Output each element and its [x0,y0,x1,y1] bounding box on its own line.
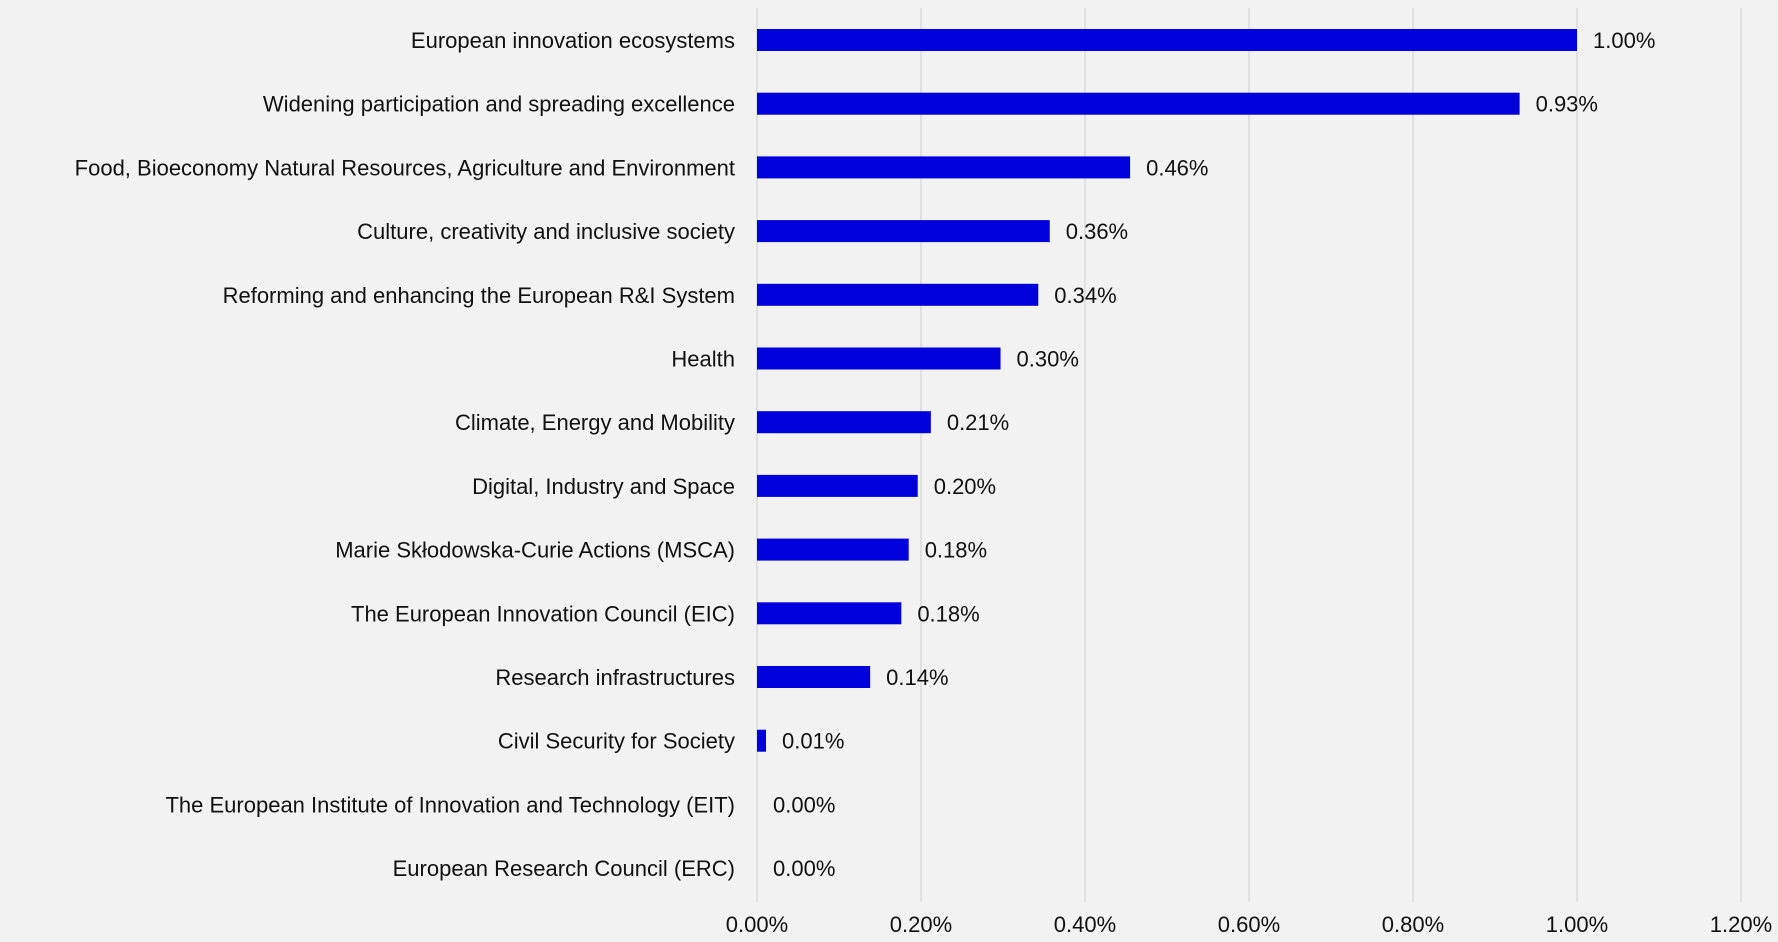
category-label: Reforming and enhancing the European R&I… [223,283,735,308]
data-label: 0.36% [1066,219,1128,244]
bar [757,283,1039,306]
category-label: European Research Council (ERC) [393,856,735,881]
data-label: 0.18% [917,601,979,626]
data-label: 0.01% [782,729,844,754]
data-label: 0.93% [1536,92,1598,117]
bar [757,411,931,434]
x-tick-label: 0.60% [1218,912,1280,937]
x-tick-label: 0.00% [726,912,788,937]
bar [757,602,902,625]
bar [757,729,767,752]
data-label: 0.18% [925,538,987,563]
category-label: Marie Skłodowska-Curie Actions (MSCA) [335,538,735,563]
category-label: European innovation ecosystems [411,28,735,53]
category-label: Civil Security for Society [498,729,735,754]
data-label: 0.20% [934,474,996,499]
bar [757,347,1001,370]
data-label: 0.46% [1146,155,1208,180]
data-label: 1.00% [1593,28,1655,53]
bar [757,92,1520,115]
x-tick-label: 0.40% [1054,912,1116,937]
category-labels: European innovation ecosystems Widening p… [75,28,735,881]
category-label: Research infrastructures [495,665,735,690]
bar [757,666,871,688]
x-tick-label: 1.20% [1710,912,1772,937]
category-label: Digital, Industry and Space [472,474,735,499]
bar [757,156,1131,179]
x-tick-label: 1.00% [1546,912,1608,937]
data-label: 0.30% [1017,347,1079,372]
bar [757,29,1577,51]
bar [757,220,1050,243]
value-labels: 1.00% 0.93% 0.46% 0.36% 0.34% 0.30% 0.21% 0.20%… [773,28,1655,881]
category-label: The European Innovation Council (EIC) [351,601,735,626]
bar [757,538,909,561]
data-label: 0.21% [947,410,1009,435]
data-label: 0.34% [1054,283,1116,308]
bars [757,29,1577,752]
category-label: Climate, Energy and Mobility [455,410,735,435]
data-label: 0.00% [773,792,835,817]
x-axis-tick-labels: 0.00% 0.20% 0.40% 0.60% 0.80% 1.00% 1.20% [726,912,1772,937]
bar [757,474,918,497]
category-label: Health [671,347,735,372]
data-label: 0.14% [886,665,948,690]
category-label: Culture, creativity and inclusive societ… [357,219,735,244]
category-label: The European Institute of Innovation and… [165,792,735,817]
x-tick-label: 0.80% [1382,912,1444,937]
category-label: Food, Bioeconomy Natural Resources, Agri… [75,155,735,180]
x-tick-label: 0.20% [890,912,952,937]
category-label: Widening participation and spreading exc… [263,92,735,117]
data-label: 0.00% [773,856,835,881]
